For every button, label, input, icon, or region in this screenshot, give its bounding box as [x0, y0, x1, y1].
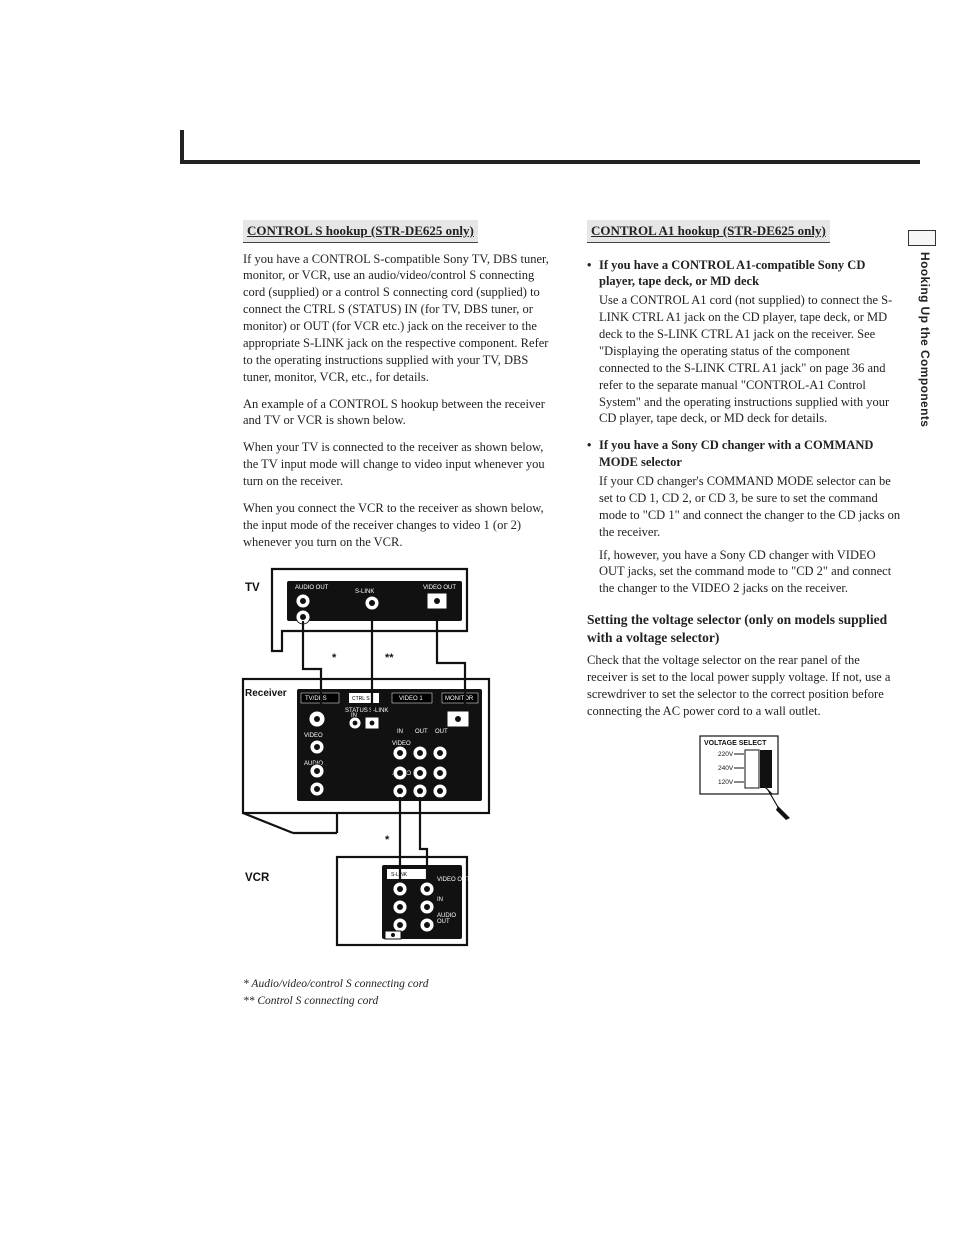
rcv-ctrls-label: CTRL S — [352, 696, 370, 702]
corner-rule-vert — [180, 130, 184, 164]
b2-head: If you have a Sony CD changer with a COM… — [599, 437, 903, 471]
tv-slink-label: S-LINK — [355, 589, 374, 595]
asterisk-single-2: * — [385, 834, 390, 846]
side-tab: Hooking Up the Components — [918, 230, 936, 427]
side-tab-box — [908, 230, 936, 246]
footnote-2: ** Control S connecting cord — [243, 994, 559, 1010]
control-s-para2: An example of a CONTROL S hookup between… — [243, 396, 559, 430]
control-s-para3: When your TV is connected to the receive… — [243, 439, 559, 490]
svg-text:OUT: OUT — [435, 729, 448, 735]
svg-text:VIDEO: VIDEO — [304, 733, 323, 739]
manual-page: Hooking Up the Components CONTROL S hook… — [0, 0, 954, 1233]
svg-text:VIDEO OUT: VIDEO OUT — [437, 877, 470, 883]
voltage-selector-body: Check that the voltage selector on the r… — [587, 652, 903, 720]
left-column: CONTROL S hookup (STR-DE625 only) If you… — [243, 220, 559, 1012]
tv-label: TV — [245, 582, 260, 594]
content-columns: CONTROL S hookup (STR-DE625 only) If you… — [243, 220, 903, 1012]
asterisk-single-1: * — [332, 652, 337, 664]
hookup-diagram: TV AUDIO OUT S-LINK VIDEO OUT * — [237, 561, 547, 961]
b2-body2: If, however, you have a Sony CD changer … — [599, 547, 903, 598]
svg-text:OUT: OUT — [437, 919, 450, 925]
vs-caption: VOLTAGE SELECT — [704, 740, 767, 747]
svg-text:IN: IN — [397, 729, 403, 735]
tv-video-out-label: VIDEO OUT — [423, 585, 456, 591]
vs-240: 240V — [718, 765, 734, 772]
vcr-label: VCR — [245, 872, 270, 884]
control-s-para1: If you have a CONTROL S-compatible Sony … — [243, 251, 559, 386]
rcv-tvdbs-label: TV/DBS — [305, 696, 327, 702]
rcv-video1-label: VIDEO 1 — [399, 696, 423, 702]
control-s-title-text: CONTROL S hookup (STR-DE625 only) — [247, 223, 474, 238]
voltage-selector-diagram: VOLTAGE SELECT 220V 240V 120V — [587, 730, 903, 825]
voltage-selector-title: Setting the voltage selector (only on mo… — [587, 611, 903, 646]
diagram-footnotes: * Audio/video/control S connecting cord … — [243, 977, 559, 1010]
tv-audio-out-label: AUDIO OUT — [295, 585, 329, 591]
b1-head: If you have a CONTROL A1-compatible Sony… — [599, 257, 903, 291]
header-rule — [180, 160, 920, 164]
b2-body1: If your CD changer's COMMAND MODE select… — [599, 473, 903, 541]
voltage-selector-svg: VOLTAGE SELECT 220V 240V 120V — [690, 730, 800, 820]
footnote-1: * Audio/video/control S connecting cord — [243, 977, 559, 993]
receiver-panel — [297, 689, 482, 801]
asterisk-double-1: ** — [385, 652, 394, 664]
control-s-title: CONTROL S hookup (STR-DE625 only) — [243, 220, 478, 243]
rcv-monitor-label: MONITOR — [445, 696, 474, 702]
receiver-label: Receiver — [245, 688, 287, 699]
svg-text:OUT: OUT — [415, 729, 428, 735]
svg-text:IN: IN — [437, 897, 443, 903]
control-a1-title-text: CONTROL A1 hookup (STR-DE625 only) — [591, 223, 826, 238]
hookup-diagram-svg: TV AUDIO OUT S-LINK VIDEO OUT * — [237, 561, 547, 961]
bullet-control-a1-compatible: If you have a CONTROL A1-compatible Sony… — [587, 257, 903, 428]
b1-body: Use a CONTROL A1 cord (not supplied) to … — [599, 292, 903, 427]
right-column: CONTROL A1 hookup (STR-DE625 only) If yo… — [587, 220, 903, 1012]
control-a1-title: CONTROL A1 hookup (STR-DE625 only) — [587, 220, 830, 243]
control-s-para4: When you connect the VCR to the receiver… — [243, 500, 559, 551]
vs-220: 220V — [718, 751, 734, 758]
side-tab-label: Hooking Up the Components — [918, 252, 932, 427]
bullet-cd-changer: If you have a Sony CD changer with a COM… — [587, 437, 903, 597]
vs-120: 120V — [718, 779, 734, 786]
